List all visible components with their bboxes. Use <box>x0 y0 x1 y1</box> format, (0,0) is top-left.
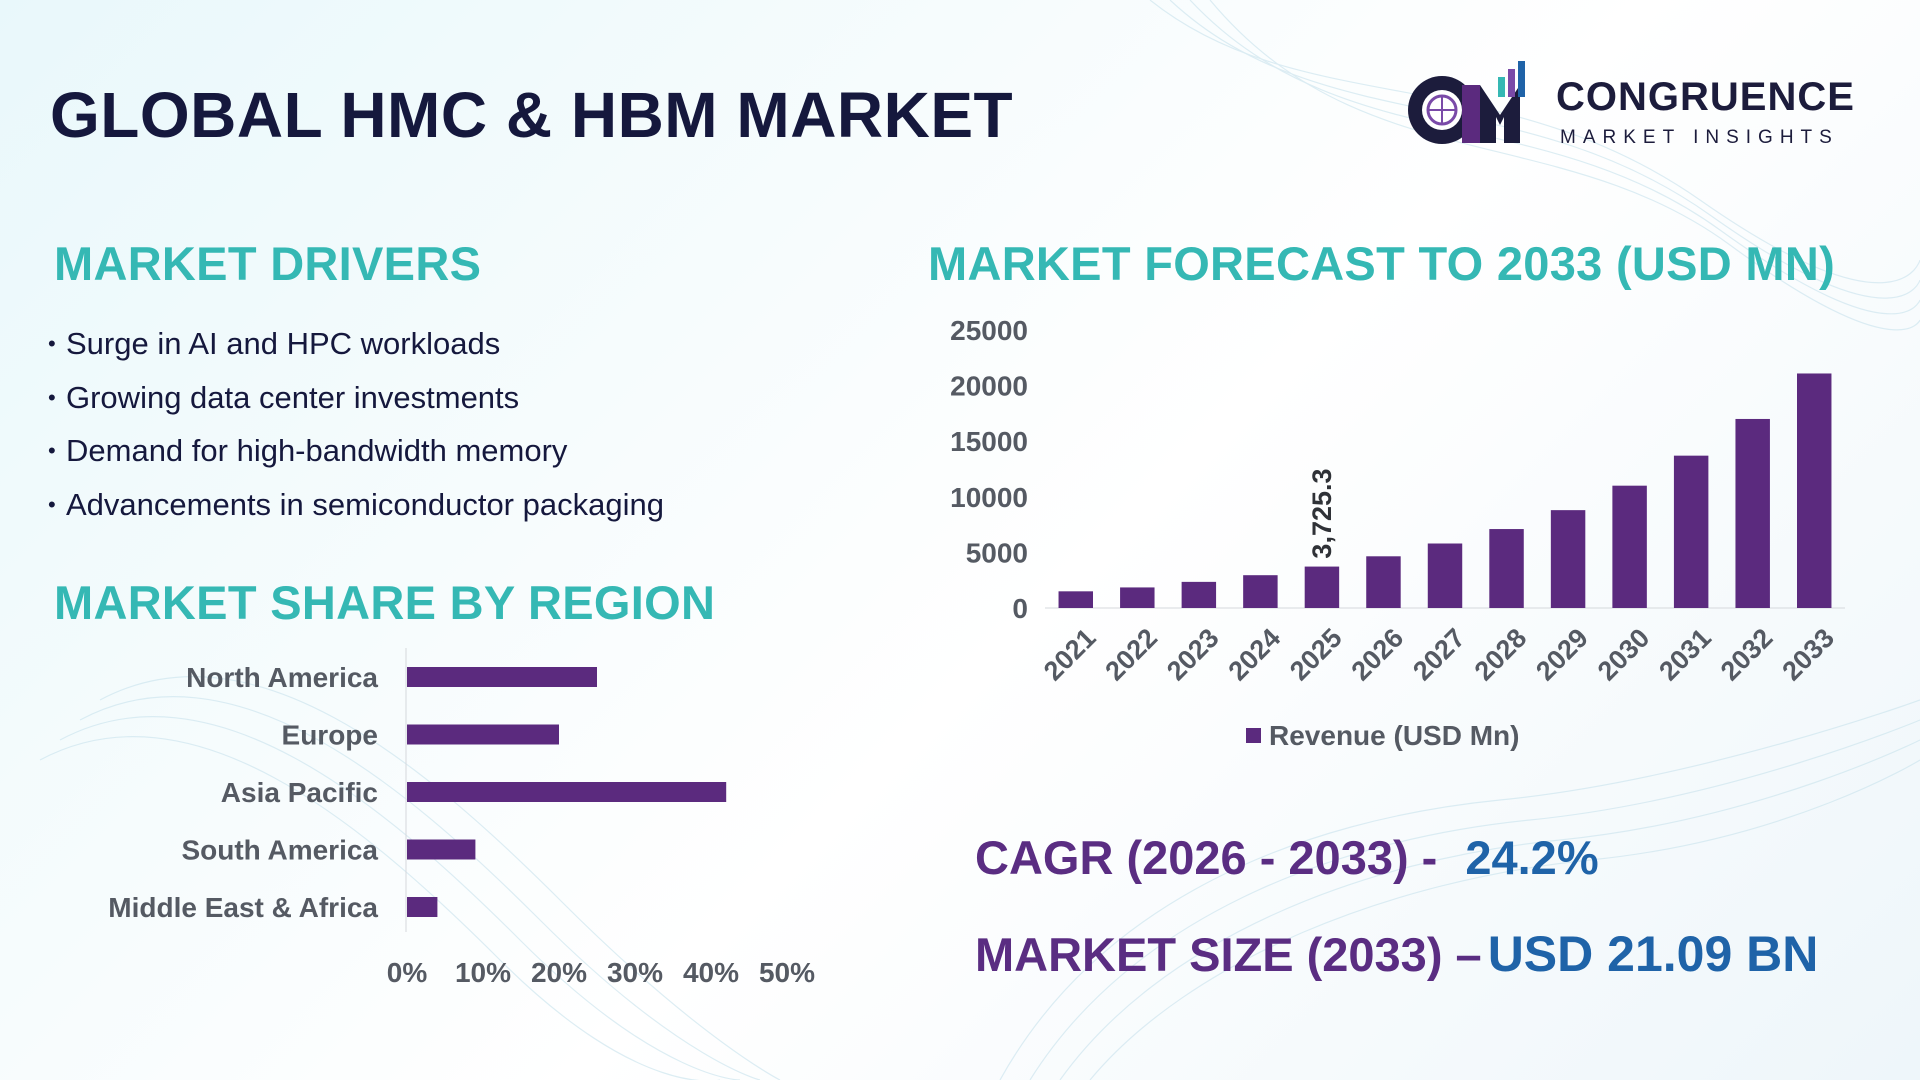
cagr-value: 24.2% <box>1465 831 1599 884</box>
region-bar <box>407 724 559 745</box>
driver-item: • Growing data center investments <box>48 376 664 430</box>
forecast-x-tick-label: 2028 <box>1469 623 1533 687</box>
region-category-label: Asia Pacific <box>221 777 378 808</box>
region-x-tick-label: 50% <box>759 957 815 988</box>
forecast-legend: Revenue (USD Mn) <box>1246 720 1519 751</box>
region-x-tick-label: 0% <box>387 957 428 988</box>
forecast-y-tick-label: 20000 <box>950 371 1028 402</box>
driver-text: Surge in AI and HPC workloads <box>66 326 501 361</box>
market-size-stat: MARKET SIZE (2033) – USD 21.09 BN <box>975 925 1818 983</box>
driver-item: • Advancements in semiconductor packaging <box>48 483 664 537</box>
market-drivers-list: • Surge in AI and HPC workloads • Growing … <box>48 322 664 536</box>
forecast-bar <box>1797 373 1832 608</box>
forecast-x-tick-label: 2022 <box>1099 623 1163 687</box>
region-bar <box>407 839 476 860</box>
forecast-x-tick-label: 2025 <box>1284 623 1348 687</box>
brand-logo: CONGRUENCE MARKET INSIGHTS <box>1400 55 1870 155</box>
market-size-value: USD 21.09 BN <box>1487 926 1819 982</box>
region-bar <box>407 897 438 917</box>
region-x-tick-label: 40% <box>683 957 739 988</box>
forecast-bar <box>1181 581 1217 608</box>
driver-item: • Demand for high-bandwidth memory <box>48 429 664 483</box>
market-drivers-title: MARKET DRIVERS <box>54 237 482 290</box>
market-size-label: MARKET SIZE (2033) – <box>975 928 1482 981</box>
driver-text: Advancements in semiconductor packaging <box>66 486 664 522</box>
region-x-tick-label: 20% <box>531 957 587 988</box>
region-category-label: North America <box>186 662 378 693</box>
forecast-data-label: 3,725.3 <box>1307 468 1337 558</box>
region-category-label: Europe <box>282 720 378 751</box>
forecast-bar <box>1673 455 1709 608</box>
region-bar <box>407 667 597 687</box>
driver-text: Growing data center investments <box>66 379 520 415</box>
cagr-label: CAGR (2026 - 2033) - <box>975 831 1438 884</box>
forecast-y-tick-label: 5000 <box>966 537 1028 568</box>
forecast-x-tick-label: 2029 <box>1530 623 1594 687</box>
forecast-chart: 0500010000150002000025000202120222023202… <box>950 315 1845 751</box>
market-share-title: MARKET SHARE BY REGION <box>54 576 716 629</box>
forecast-bar <box>1612 485 1647 608</box>
page-title: GLOBAL HMC & HBM MARKET <box>50 79 1014 151</box>
logo-name: CONGRUENCE <box>1556 75 1855 119</box>
forecast-bar <box>1304 566 1340 608</box>
bullet-icon: • <box>48 438 56 463</box>
forecast-bar <box>1120 587 1155 608</box>
forecast-y-tick-label: 10000 <box>950 482 1028 513</box>
forecast-x-tick-label: 2027 <box>1407 623 1471 687</box>
forecast-bar <box>1550 510 1586 608</box>
forecast-bar <box>1366 556 1401 608</box>
cagr-stat: CAGR (2026 - 2033) - 24.2% <box>975 830 1599 885</box>
forecast-bar <box>1735 418 1770 608</box>
forecast-x-tick-label: 2021 <box>1038 623 1102 687</box>
forecast-x-tick-label: 2024 <box>1223 623 1287 687</box>
bullet-icon: • <box>48 491 56 517</box>
forecast-bar <box>1243 575 1278 608</box>
region-category-label: Middle East & Africa <box>108 892 378 923</box>
forecast-x-tick-label: 2033 <box>1776 623 1840 687</box>
forecast-bar <box>1058 591 1093 608</box>
region-category-label: South America <box>181 835 378 866</box>
forecast-bar <box>1489 529 1524 608</box>
forecast-x-tick-label: 2026 <box>1346 623 1410 687</box>
bullet-icon: • <box>48 384 56 410</box>
forecast-x-tick-label: 2032 <box>1715 623 1779 687</box>
bullet-icon: • <box>48 331 56 356</box>
driver-item: • Surge in AI and HPC workloads <box>48 322 664 376</box>
region-bar <box>407 782 727 802</box>
logo-tagline: MARKET INSIGHTS <box>1560 127 1839 148</box>
forecast-x-tick-label: 2031 <box>1653 623 1717 687</box>
forecast-y-tick-label: 15000 <box>950 426 1028 457</box>
forecast-y-tick-label: 0 <box>1012 593 1028 624</box>
forecast-bar <box>1427 543 1463 608</box>
legend-label: Revenue (USD Mn) <box>1269 720 1519 751</box>
forecast-x-tick-label: 2030 <box>1592 623 1656 687</box>
market-forecast-title: MARKET FORECAST TO 2033 (USD MN) <box>928 237 1836 290</box>
forecast-x-tick-label: 2023 <box>1161 623 1225 687</box>
driver-text: Demand for high-bandwidth memory <box>66 433 568 468</box>
region-x-tick-label: 10% <box>455 957 511 988</box>
region-share-chart: North America Europe Asia Pacific South Ame… <box>108 648 815 988</box>
region-x-tick-label: 30% <box>607 957 663 988</box>
legend-swatch <box>1246 728 1261 743</box>
forecast-y-tick-label: 25000 <box>950 315 1028 346</box>
logo-mark <box>1408 61 1525 144</box>
